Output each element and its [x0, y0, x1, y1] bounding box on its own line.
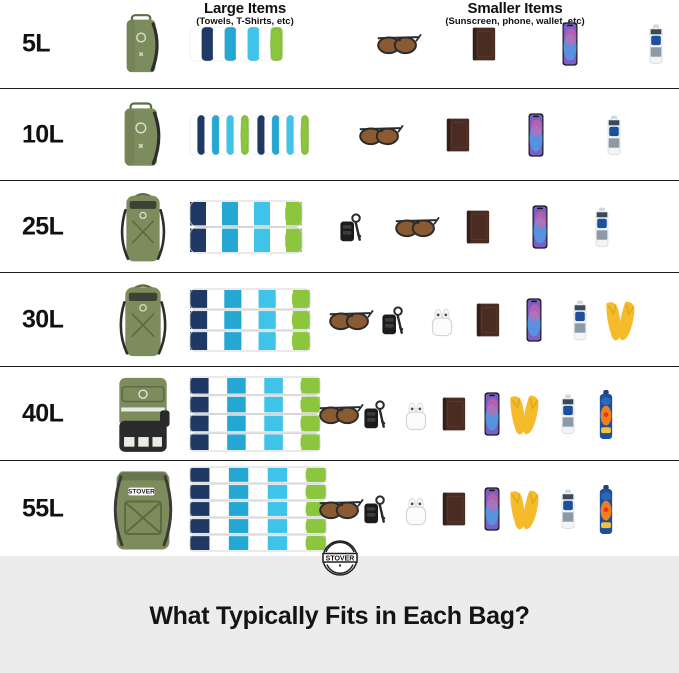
smaller-items-title: Smaller Items — [467, 0, 563, 17]
large-items-cell — [189, 89, 310, 181]
size-label-40l: 40L — [22, 399, 64, 427]
smaller-items-cell — [319, 367, 624, 461]
small-item-phone — [540, 21, 600, 67]
bag-image-roll-top-backpack-55: STOVER — [100, 461, 186, 557]
small-item-sunscreen-tube — [626, 23, 679, 65]
stover-logo: STOVER — [315, 533, 365, 583]
capacity-row-30l: 30L — [0, 272, 679, 366]
large-item-towel-folded-stack — [189, 200, 303, 254]
smaller-items-cell — [330, 181, 626, 273]
bag-image-daypack-backpack-40 — [100, 367, 186, 461]
capacity-row-5l: 5L ✖ — [0, 0, 679, 88]
small-item-flip-flops — [510, 392, 548, 436]
small-item-phone — [516, 204, 564, 250]
small-item-wallet — [430, 115, 486, 155]
bag-image-dry-bag-backpack-30 — [100, 273, 186, 367]
small-item-sunscreen-tube — [586, 114, 642, 156]
small-item-sunscreen-tube — [550, 393, 586, 435]
smaller-items-cell — [319, 461, 624, 557]
smaller-items-cell — [329, 273, 646, 367]
small-item-sunscreen-tube — [550, 488, 586, 530]
smaller-items-cell — [352, 89, 642, 181]
small-item-wallet — [436, 394, 472, 434]
large-items-title: Large Items — [204, 0, 286, 17]
large-item-towel-folded-stack — [189, 288, 311, 352]
capacity-row-40l: 40L — [0, 366, 679, 460]
capacity-row-25l: 25L — [0, 180, 679, 272]
bag-image-dry-bag-medium: ✖ — [100, 89, 186, 181]
column-header-large-items: Large Items (Towels, T-Shirts, etc) — [130, 1, 360, 28]
size-label-30l: 30L — [22, 305, 64, 333]
small-item-airpods — [398, 397, 434, 431]
size-label-10l: 10L — [22, 120, 64, 148]
small-item-sunglasses — [352, 122, 408, 148]
size-label-25l: 25L — [22, 212, 64, 240]
small-item-car-key-fob — [376, 303, 416, 337]
small-item-sunscreen-spray — [588, 389, 624, 439]
svg-text:STOVER: STOVER — [128, 489, 155, 496]
smaller-items-cell — [368, 0, 679, 88]
small-item-phone — [514, 297, 554, 343]
bag-image-dry-bag-backpack-25 — [100, 181, 186, 273]
small-item-sunglasses — [319, 401, 364, 427]
large-items-cell — [189, 181, 303, 273]
small-item-sunglasses — [329, 307, 374, 333]
small-item-airpods — [398, 492, 434, 526]
large-item-towel-folded-stack — [189, 466, 327, 552]
small-item-sunglasses — [368, 31, 428, 57]
svg-text:✖: ✖ — [138, 51, 143, 58]
small-item-wallet — [468, 300, 508, 340]
capacity-row-55l: 55L STOVER — [0, 460, 679, 556]
small-item-phone — [474, 486, 510, 532]
small-item-sunscreen-tube — [578, 206, 626, 248]
svg-text:✖: ✖ — [138, 143, 144, 151]
small-item-airpods — [422, 303, 462, 337]
stover-logo-text: STOVER — [325, 555, 354, 562]
large-item-towel-folded-stack — [189, 376, 321, 452]
capacity-row-10l: 10L ✖ — [0, 88, 679, 180]
size-label-55l: 55L — [22, 494, 64, 522]
small-item-phone — [474, 391, 510, 437]
column-header-smaller-items: Smaller Items (Sunscreen, phone, wallet,… — [400, 1, 630, 28]
footer-title: What Typically Fits in Each Bag? — [149, 602, 530, 630]
small-item-car-key-fob — [360, 397, 396, 431]
small-item-flip-flops — [510, 487, 548, 531]
small-item-sunglasses — [392, 214, 440, 240]
small-item-wallet — [454, 24, 514, 64]
large-items-cell — [189, 0, 283, 88]
small-item-sunscreen-spray — [588, 484, 624, 534]
small-item-phone — [508, 112, 564, 158]
large-items-cell — [189, 367, 321, 461]
footer-banner: STOVER What Typically Fits in Each Bag? — [0, 540, 679, 673]
large-items-subtitle: (Towels, T-Shirts, etc) — [196, 16, 294, 27]
column-headers: Large Items (Towels, T-Shirts, etc) Smal… — [0, 0, 679, 30]
small-item-car-key-fob — [330, 210, 378, 244]
large-items-cell — [189, 461, 327, 557]
small-item-car-key-fob — [360, 492, 396, 526]
small-item-sunscreen-tube — [560, 299, 600, 341]
large-items-cell — [189, 273, 311, 367]
large-item-towel-roll — [189, 26, 283, 62]
small-item-wallet — [436, 489, 472, 529]
bag-image-dry-bag-small: ✖ — [100, 0, 186, 88]
small-item-wallet — [454, 207, 502, 247]
small-item-flip-flops — [606, 298, 646, 342]
size-label-5l: 5L — [22, 29, 51, 58]
small-item-sunglasses — [319, 496, 364, 522]
smaller-items-subtitle: (Sunscreen, phone, wallet, etc) — [445, 16, 585, 27]
large-item-towel-roll — [189, 114, 310, 156]
